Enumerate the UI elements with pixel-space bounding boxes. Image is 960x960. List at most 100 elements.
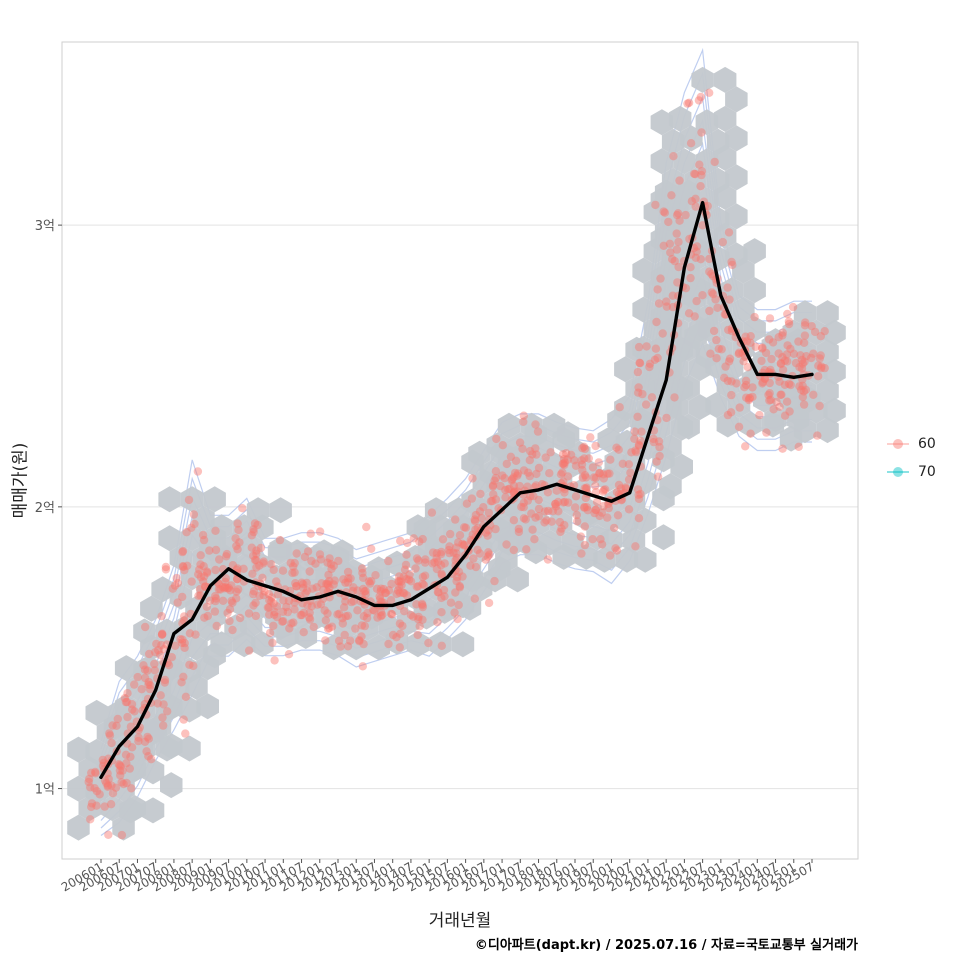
data-point — [735, 403, 744, 412]
data-point — [599, 485, 608, 495]
data-point — [558, 450, 568, 459]
data-point — [481, 555, 490, 564]
data-point — [125, 764, 134, 773]
data-point — [358, 564, 367, 573]
data-point — [647, 393, 657, 402]
data-point — [221, 574, 230, 583]
data-point — [523, 482, 532, 491]
data-point — [367, 544, 376, 553]
data-point — [394, 576, 403, 586]
data-point — [734, 349, 743, 359]
data-point — [782, 397, 792, 406]
data-point — [724, 357, 734, 366]
hex-cell — [753, 386, 776, 413]
data-point — [665, 239, 675, 248]
hex-cell — [185, 673, 208, 700]
data-point — [150, 659, 159, 669]
hex-cell — [698, 316, 721, 343]
hex-cell — [486, 432, 510, 459]
data-point — [256, 543, 266, 553]
data-point — [698, 221, 707, 230]
data-point — [669, 152, 678, 161]
data-point — [739, 357, 748, 366]
hex-cell — [294, 623, 318, 649]
data-point — [758, 343, 767, 352]
hex-cell — [677, 374, 700, 401]
data-point — [641, 400, 651, 409]
hex-cell — [705, 353, 728, 379]
data-point — [450, 608, 459, 617]
data-point — [178, 562, 188, 571]
data-point — [137, 685, 146, 694]
data-point — [471, 525, 480, 534]
data-point — [122, 778, 131, 788]
data-point — [745, 394, 754, 403]
data-point — [691, 202, 700, 211]
data-point — [224, 583, 233, 593]
data-point — [726, 408, 736, 417]
data-point — [133, 672, 142, 682]
hex-cell — [333, 614, 357, 641]
data-point — [751, 342, 760, 351]
data-point — [372, 584, 382, 593]
data-point — [290, 558, 299, 568]
data-point — [292, 581, 301, 591]
data-point — [126, 722, 136, 731]
data-point — [180, 638, 189, 648]
data-point — [601, 485, 610, 494]
data-point — [531, 420, 540, 429]
data-point — [560, 460, 569, 470]
data-point — [686, 263, 695, 272]
data-point — [532, 450, 541, 459]
data-point — [140, 665, 150, 674]
data-point — [358, 568, 367, 578]
data-point — [551, 499, 560, 508]
data-point — [105, 729, 114, 738]
data-point — [635, 358, 644, 367]
data-point — [437, 547, 446, 557]
data-point — [514, 527, 524, 537]
data-point — [87, 799, 97, 808]
data-point — [357, 621, 367, 630]
data-point — [361, 590, 370, 599]
data-point — [595, 468, 604, 478]
data-point — [534, 504, 544, 514]
data-point — [116, 762, 125, 771]
data-point — [364, 577, 374, 586]
hex-cell — [677, 413, 700, 440]
data-point — [594, 458, 603, 467]
data-point — [772, 397, 781, 407]
data-point — [401, 560, 411, 570]
hex-cell — [497, 412, 521, 439]
hex-cell — [823, 358, 846, 385]
data-point — [360, 621, 369, 631]
hex-cell — [483, 566, 507, 593]
data-point — [778, 328, 787, 337]
data-point — [228, 598, 237, 607]
data-point — [418, 615, 427, 624]
data-point — [144, 734, 153, 743]
hex-cell — [732, 296, 755, 323]
hex-cell — [760, 358, 783, 385]
data-point — [765, 314, 775, 323]
hex-cell — [552, 543, 575, 570]
data-point — [395, 588, 404, 598]
data-point — [85, 774, 94, 784]
data-point — [395, 582, 404, 591]
data-point — [455, 531, 465, 540]
data-point — [553, 497, 563, 507]
data-point — [355, 637, 364, 646]
data-point — [335, 609, 344, 618]
data-point — [269, 565, 278, 575]
data-point — [172, 573, 181, 583]
data-point — [797, 385, 806, 395]
data-point — [323, 558, 332, 567]
hex-cell — [659, 473, 682, 500]
hex-cell — [695, 148, 719, 175]
data-point — [627, 448, 636, 457]
data-point — [674, 237, 683, 247]
data-point — [670, 393, 679, 402]
data-point — [624, 505, 634, 514]
data-point — [755, 410, 764, 420]
